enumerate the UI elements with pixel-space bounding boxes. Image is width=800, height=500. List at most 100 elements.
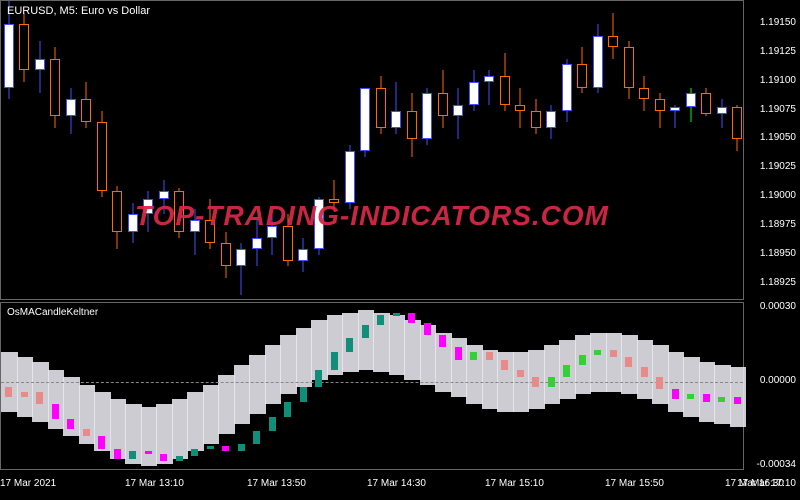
indicator-bar [300, 387, 307, 402]
candle [732, 1, 742, 301]
candle-body [50, 59, 60, 117]
indicator-bar [470, 352, 477, 359]
candle-body [159, 191, 169, 199]
indicator-chart[interactable]: OsMACandleKeltner [0, 302, 744, 470]
price-tick-label: 1.19000 [760, 190, 796, 201]
indicator-bar [517, 370, 524, 377]
indicator-bar [579, 355, 586, 365]
candle [329, 1, 339, 301]
time-tick-label: 17 Mar 15:10 [485, 478, 544, 489]
indicator-bar [424, 323, 431, 335]
candle-body [515, 105, 525, 111]
candle [4, 1, 14, 301]
indicator-bar [222, 446, 229, 451]
candle [66, 1, 76, 301]
band-segment [389, 315, 406, 374]
indicator-axis: 0.000300.00000-0.00034 [744, 302, 800, 470]
candle [159, 1, 169, 301]
candle-body [655, 99, 665, 111]
indicator-bar [315, 370, 322, 387]
candle-body [422, 93, 432, 139]
candle [670, 1, 680, 301]
candle [407, 1, 417, 301]
band-segment [451, 338, 468, 397]
band-segment [141, 407, 158, 466]
indicator-bar [610, 350, 617, 357]
indicator-bar [718, 397, 725, 402]
price-tick-label: 1.18925 [760, 277, 796, 288]
candle [608, 1, 618, 301]
candle [128, 1, 138, 301]
candle [593, 1, 603, 301]
candle-body [81, 99, 91, 122]
candle-body [577, 64, 587, 87]
indicator-tick-label: -0.00034 [757, 459, 796, 470]
band-segment [265, 345, 282, 404]
indicator-title: OsMACandleKeltner [7, 307, 98, 318]
candle-body [546, 111, 556, 128]
time-tick-label: 17 Mar 14:30 [367, 478, 426, 489]
indicator-bar [641, 367, 648, 377]
candle [515, 1, 525, 301]
candle [546, 1, 556, 301]
candle [19, 1, 29, 301]
price-tick-label: 1.18950 [760, 248, 796, 259]
indicator-bar [238, 444, 245, 451]
time-axis: 17 Mar 202117 Mar 13:1017 Mar 13:5017 Ma… [0, 472, 800, 500]
indicator-bar [563, 365, 570, 377]
candle-body [624, 47, 634, 87]
candle-body [469, 82, 479, 105]
time-tick-label: 17 Mar 2021 [0, 478, 56, 489]
price-tick-label: 1.19125 [760, 46, 796, 57]
band-segment [683, 357, 700, 416]
price-tick-label: 1.19025 [760, 161, 796, 172]
indicator-bar [160, 454, 167, 461]
band-segment [699, 362, 716, 421]
candle [35, 1, 45, 301]
indicator-bar [408, 313, 415, 323]
indicator-bar [83, 429, 90, 436]
zero-line [1, 382, 743, 383]
candle [562, 1, 572, 301]
candle-body [562, 64, 572, 110]
indicator-bar [269, 417, 276, 432]
candle [500, 1, 510, 301]
candle-body [608, 36, 618, 48]
price-chart[interactable]: EURUSD, M5: Euro vs Dollar TOP-TRADING-I… [0, 0, 744, 300]
indicator-bar [5, 387, 12, 397]
candle-body [593, 36, 603, 88]
indicator-bar [687, 394, 694, 399]
candle [422, 1, 432, 301]
indicator-bar [191, 449, 198, 456]
indicator-bar [36, 392, 43, 404]
indicator-bar [734, 397, 741, 404]
candle-body [639, 88, 649, 100]
band-segment [17, 357, 34, 416]
indicator-bar [362, 325, 369, 337]
candle-body [670, 107, 680, 110]
price-tick-label: 1.19100 [760, 75, 796, 86]
indicator-bar [548, 377, 555, 387]
indicator-bar [145, 451, 152, 454]
candle [453, 1, 463, 301]
band-segment [652, 345, 669, 404]
price-tick-label: 1.19075 [760, 104, 796, 115]
candle [701, 1, 711, 301]
band-segment [404, 320, 421, 379]
candle-body [97, 122, 107, 191]
candle-body [112, 191, 122, 231]
candle [577, 1, 587, 301]
candle-body [531, 111, 541, 128]
time-tick-label: 17 Mar 17:10 [737, 478, 796, 489]
band-segment [358, 310, 375, 369]
band-segment [187, 392, 204, 451]
indicator-bar [67, 419, 74, 429]
candle [360, 1, 370, 301]
band-segment [575, 335, 592, 394]
candle-body [4, 24, 14, 87]
chart-title: EURUSD, M5: Euro vs Dollar [7, 5, 150, 17]
time-tick-label: 17 Mar 15:50 [605, 478, 664, 489]
candle [143, 1, 153, 301]
indicator-bar [284, 402, 291, 417]
band-segment [203, 385, 220, 444]
